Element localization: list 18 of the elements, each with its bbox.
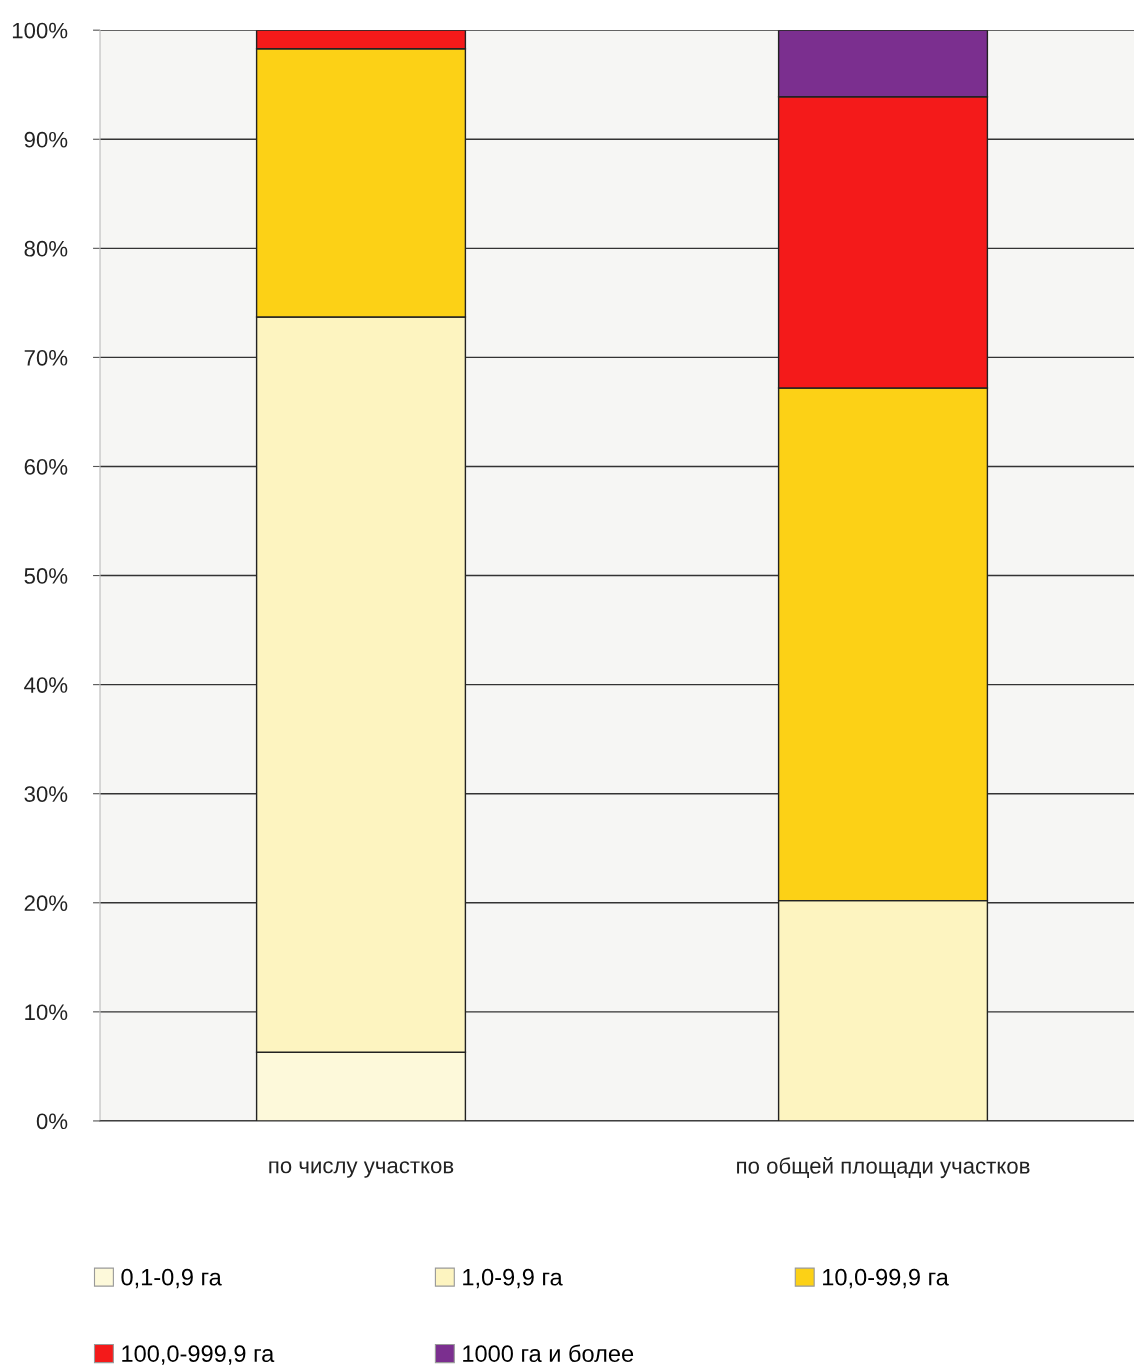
y-tick-label: 40% bbox=[24, 677, 68, 693]
y-tick-label: 30% bbox=[24, 786, 68, 802]
y-tick-label: 10% bbox=[25, 1004, 68, 1021]
legend-label: 0,1-0,9 га bbox=[121, 1268, 222, 1289]
legend-label: 1000 га и более bbox=[463, 1344, 634, 1362]
y-tick-label: 80% bbox=[24, 240, 68, 257]
legend-label: 1,0-9,9 га bbox=[463, 1268, 563, 1289]
y-tick-label: 20% bbox=[24, 895, 68, 912]
x-tick-label: по общей площади участков bbox=[737, 1157, 1030, 1179]
y-tick-label: 60% bbox=[24, 459, 68, 475]
y-tick-label: 90% bbox=[24, 131, 68, 148]
y-tick-label: 50% bbox=[24, 568, 68, 584]
y-tick-label: 0% bbox=[36, 1113, 68, 1130]
y-tick-label: 70% bbox=[24, 349, 68, 366]
legend-label: 100,0-999,9 га bbox=[122, 1345, 275, 1365]
x-tick-label: по числу участков bbox=[269, 1161, 454, 1178]
legend-label: 10,0-99,9 га bbox=[823, 1268, 949, 1289]
y-tick-label: 100% bbox=[12, 22, 68, 39]
